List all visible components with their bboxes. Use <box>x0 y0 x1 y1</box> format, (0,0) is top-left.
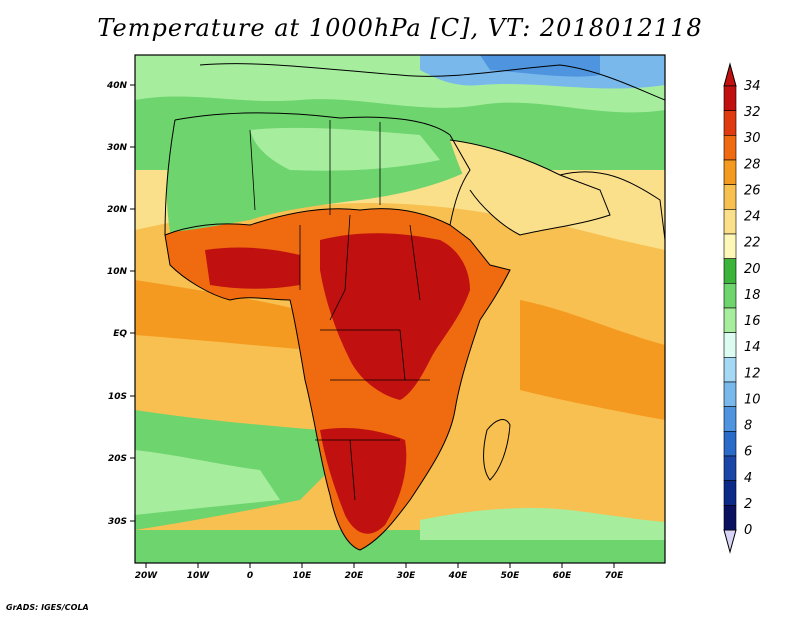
colorbar-swatch <box>723 505 737 531</box>
colorbar-swatch <box>723 431 737 457</box>
madagascar-land <box>483 419 510 480</box>
colorbar-label: 0 <box>744 523 752 538</box>
colorbar-bottom-arrow <box>723 529 737 554</box>
lon-label: 10E <box>293 571 313 581</box>
lon-label: 20W <box>135 571 159 581</box>
west-africa-hot-core <box>205 247 300 289</box>
colorbar-label: 30 <box>744 131 761 146</box>
colorbar-label: 6 <box>744 445 752 460</box>
lon-label: 30E <box>397 571 417 581</box>
arabia-land <box>450 140 610 235</box>
colorbar-swatch <box>723 283 737 309</box>
colorbar-label: 34 <box>744 79 761 94</box>
colorbar-label: 12 <box>744 366 761 381</box>
colorbar-swatch <box>723 209 737 235</box>
colorbar-swatch <box>723 110 737 136</box>
south-indian-cold <box>420 508 665 540</box>
colorbar-swatch <box>723 258 737 284</box>
temperature-field <box>135 55 665 563</box>
credit-text: GrADS: IGES/COLA <box>6 603 89 612</box>
lat-label: 40N <box>106 81 128 91</box>
lon-label: 20E <box>345 571 365 581</box>
tick-marks <box>130 84 615 568</box>
gulf-of-guinea-warm <box>135 280 310 350</box>
colorbar-swatch <box>723 455 737 481</box>
colorbar-label: 28 <box>744 157 761 172</box>
colorbar-label: 32 <box>744 105 761 120</box>
colorbar-swatch <box>723 159 737 185</box>
lat-label: 10S <box>108 392 127 402</box>
southern-africa-hot-core <box>320 428 407 534</box>
latitude-labels: 40N 30N 20N 10N EQ 10S 20S 30S <box>106 81 128 527</box>
south-atlantic-cold <box>135 450 280 515</box>
north-cold-core <box>480 55 600 77</box>
lon-label: 50E <box>501 571 521 581</box>
colorbar-top-arrow <box>723 62 737 87</box>
colorbar-swatch <box>723 85 737 111</box>
colorbar-label: 16 <box>744 314 761 329</box>
africa-coastline <box>164 208 511 551</box>
colorbar-label: 4 <box>744 471 752 486</box>
asia-coastline <box>559 171 665 241</box>
arabia-coastline <box>449 139 611 236</box>
lon-label: 40E <box>448 571 469 581</box>
lon-label: 60E <box>553 571 573 581</box>
colorbar-label: 24 <box>744 210 761 225</box>
plot-frame <box>134 54 666 564</box>
colorbar-label: 22 <box>744 236 761 251</box>
north-africa-coastline <box>174 112 471 226</box>
colorbar-swatch <box>723 135 737 161</box>
colorbar-label: 18 <box>744 288 761 303</box>
lat-label: 30S <box>108 517 127 527</box>
colorbar-label: 14 <box>744 340 761 355</box>
longitude-labels: 20W 10W 0 10E 20E 30E 40E 50E 60E 70E <box>135 571 624 581</box>
lat-label: 10N <box>107 267 128 277</box>
lon-label: 10W <box>187 571 211 581</box>
colorbar-swatch <box>723 332 737 358</box>
west-africa-coastline <box>164 119 176 236</box>
lat-label: 20S <box>108 454 127 464</box>
colorbar-swatch <box>723 357 737 383</box>
colorbar-swatch <box>723 307 737 333</box>
lon-label: 0 <box>247 571 253 581</box>
lat-label: EQ <box>113 329 127 339</box>
lon-label: 70E <box>605 571 625 581</box>
colorbar-swatch <box>723 406 737 432</box>
colorbar-label: 20 <box>744 262 761 277</box>
sahara-cold-land <box>250 127 440 171</box>
colorbar-swatch <box>723 480 737 506</box>
central-africa-hot-core <box>320 233 470 400</box>
indian-ocean-warm <box>520 300 665 420</box>
europe-coastline <box>199 63 665 101</box>
colorbar-label: 8 <box>744 419 752 434</box>
lat-label: 30N <box>107 143 128 153</box>
colorbar-label: 26 <box>744 183 761 198</box>
lat-label: 20N <box>107 205 128 215</box>
map-title: Temperature at 1000hPa [C], VT: 20180121… <box>97 14 703 42</box>
madagascar-coastline <box>483 419 511 481</box>
colorbar-swatch <box>723 233 737 259</box>
colorbar-swatch <box>723 381 737 407</box>
colorbar-label: 10 <box>744 392 761 407</box>
colorbar-label: 2 <box>744 497 752 512</box>
country-borders <box>249 120 430 501</box>
colorbar-swatch <box>723 184 737 210</box>
